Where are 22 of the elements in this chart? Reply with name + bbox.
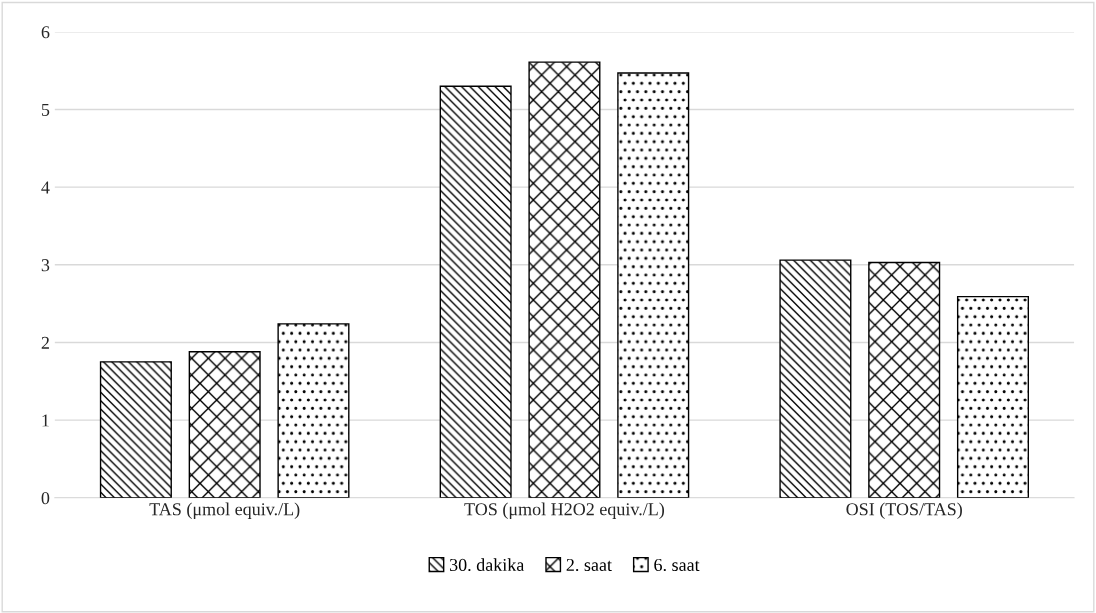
bar: [99, 361, 172, 498]
legend-label: 2. saat: [566, 558, 612, 572]
bar: [779, 259, 852, 498]
x-tick-label: OSI (TOS/TAS): [846, 502, 962, 519]
bar: [868, 261, 941, 498]
bar: [617, 72, 690, 498]
y-tick-label: 6: [41, 26, 50, 39]
x-tick-label: TAS (μmol equiv./L): [149, 502, 300, 520]
y-tick-label: 5: [41, 103, 50, 116]
legend-label: 6. saat: [654, 558, 700, 572]
bar: [277, 323, 350, 498]
legend-label: 30. dakika: [449, 558, 525, 572]
bar: [439, 85, 512, 498]
bar: [188, 351, 261, 498]
x-tick-label: TOS (μmol H2O2 equiv./L): [464, 502, 665, 520]
y-tick-label: 4: [41, 181, 50, 194]
bar: [528, 61, 601, 498]
bar: [956, 295, 1030, 498]
y-tick-label: 0: [41, 492, 50, 505]
y-tick-label: 2: [41, 336, 49, 349]
y-tick-label: 1: [42, 414, 49, 427]
y-tick-label: 3: [41, 259, 50, 272]
